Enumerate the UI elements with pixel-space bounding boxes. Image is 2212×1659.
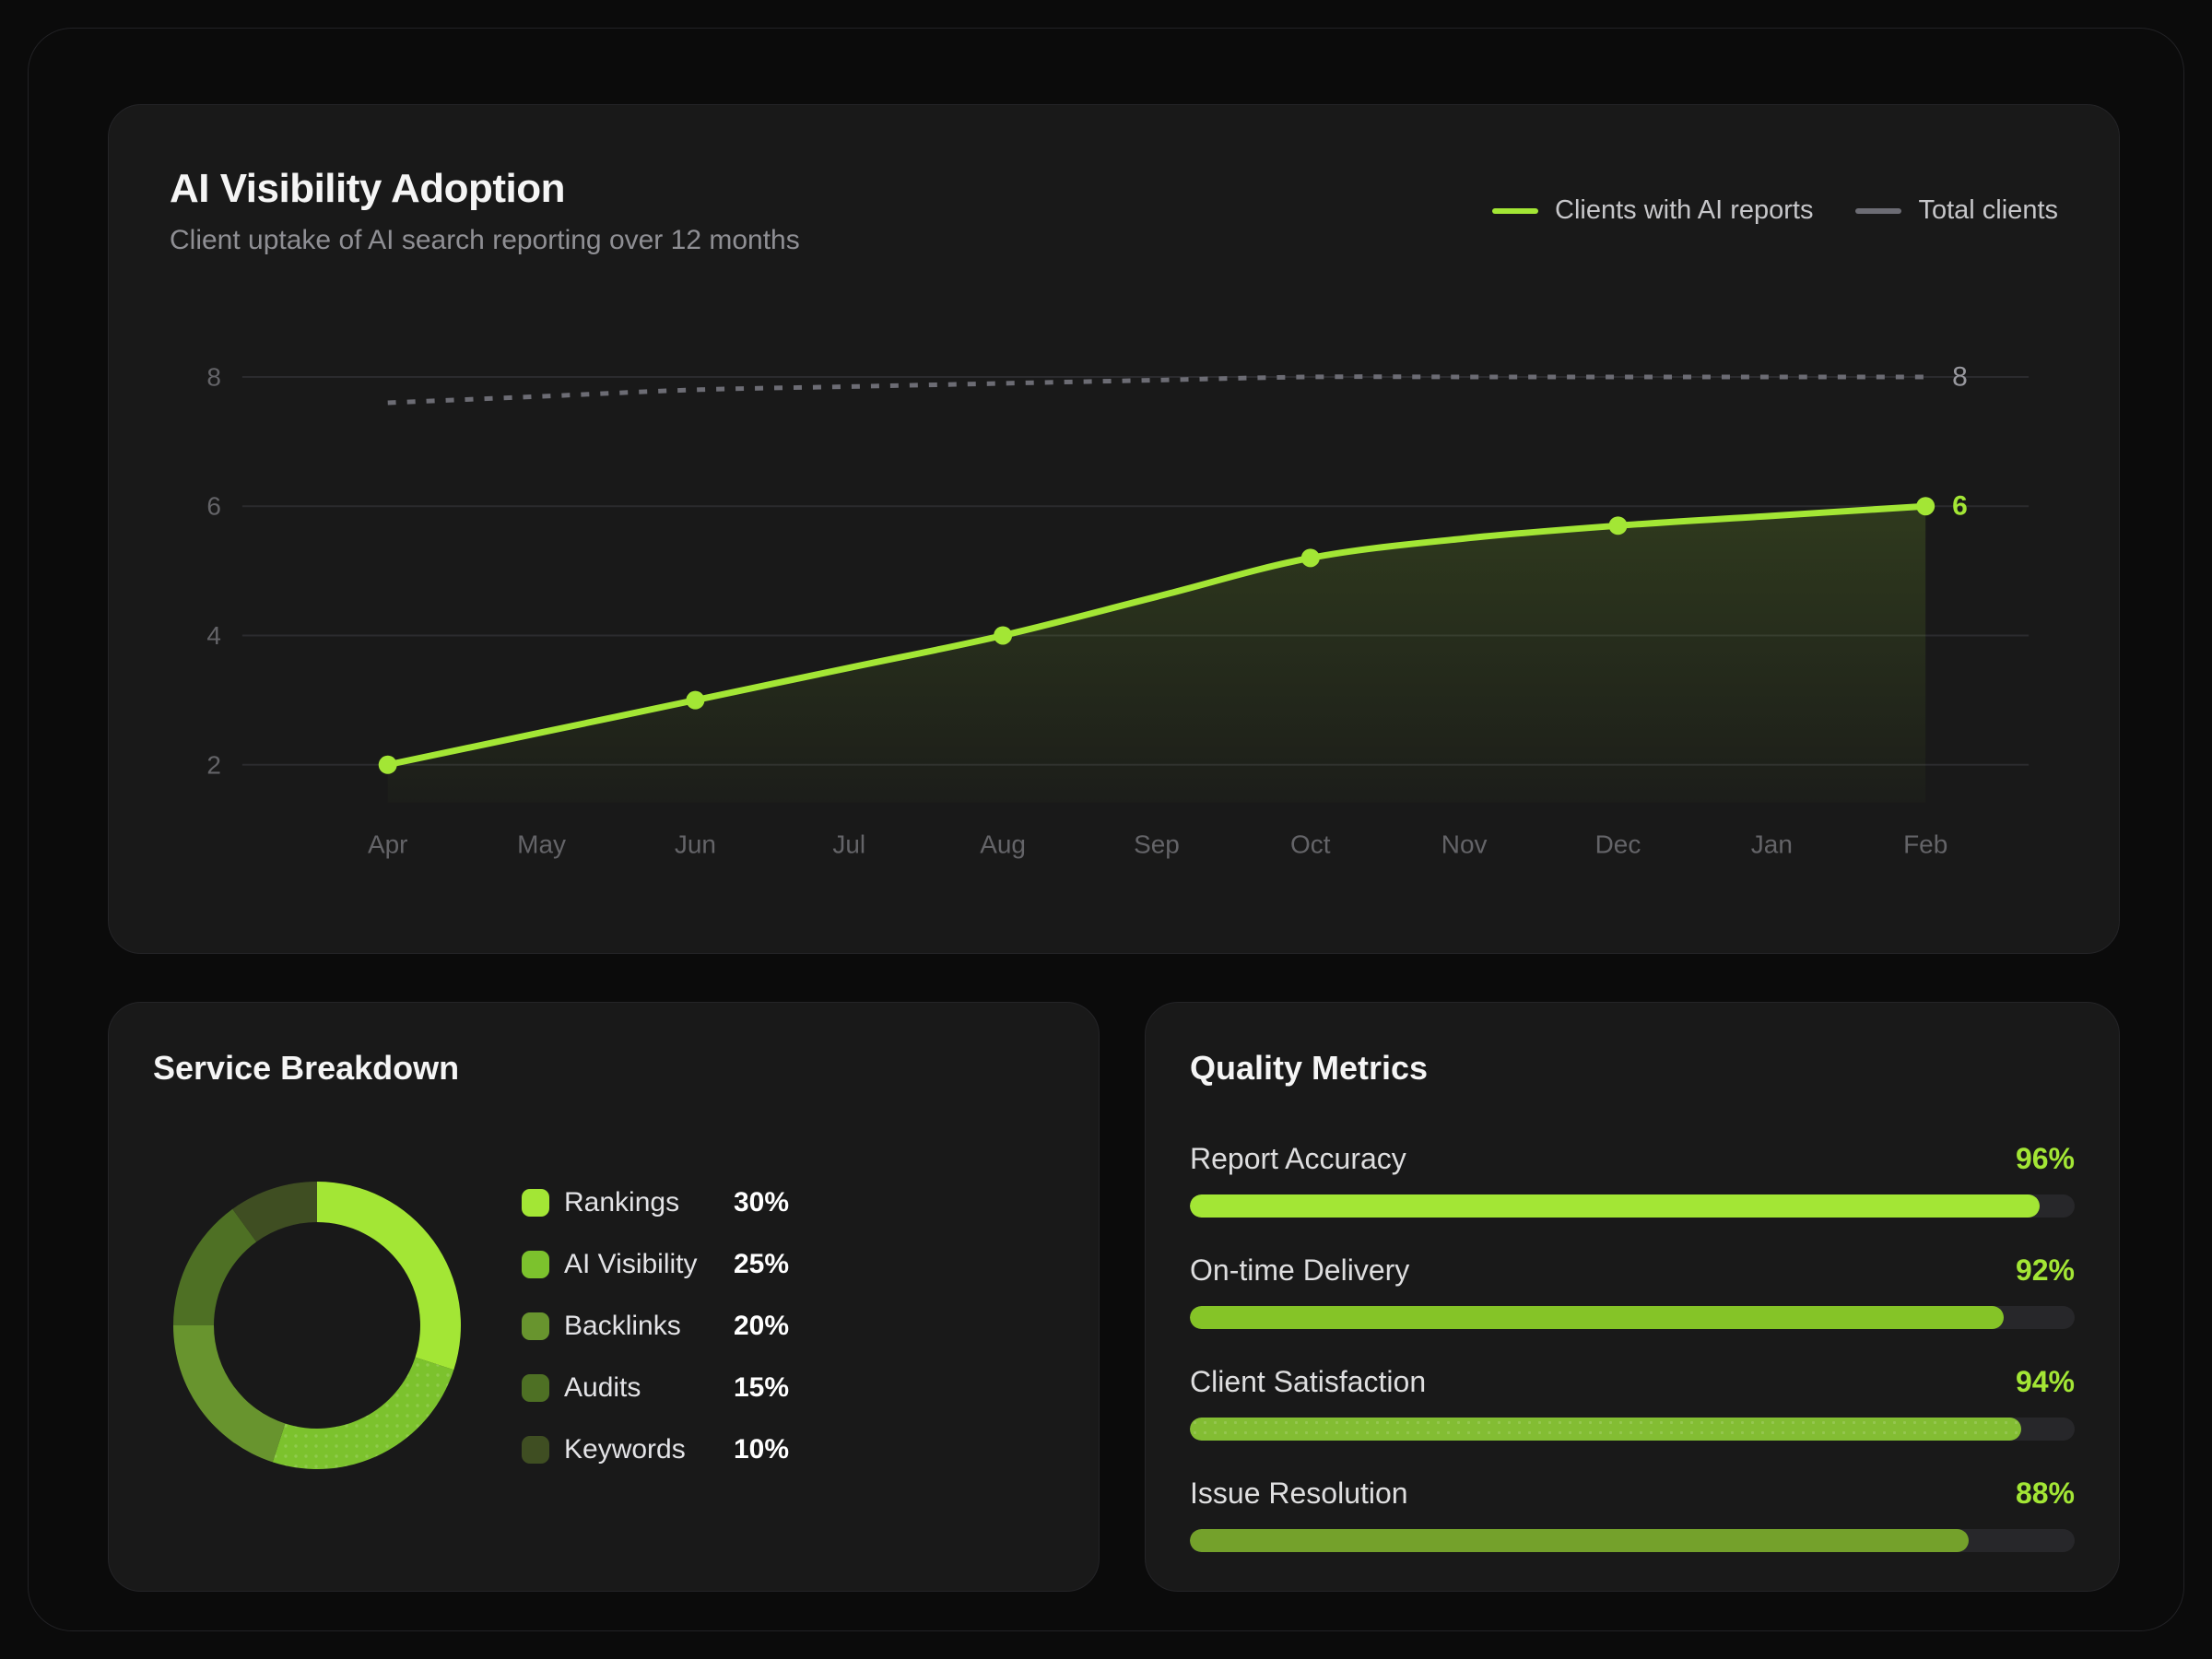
svg-text:Dec: Dec — [1595, 830, 1641, 859]
metric-row-on-time-delivery: On-time Delivery 92% — [1190, 1253, 2075, 1329]
adoption-chart-title: AI Visibility Adoption — [170, 166, 565, 211]
adoption-legend: Clients with AI reports Total clients — [1492, 195, 2058, 226]
svg-text:Aug: Aug — [980, 830, 1026, 859]
metric-head: Client Satisfaction 94% — [1190, 1364, 2075, 1399]
svg-text:Sep: Sep — [1134, 830, 1180, 859]
on-time-delivery-bar-fill — [1190, 1306, 2005, 1329]
adoption-line-chart: 2 4 6 8 Apr May Jun Jul Aug Sep Oct Nov Dec Jan Feb 8 6 — [206, 361, 2030, 859]
ai-visibility-swatch — [522, 1251, 549, 1278]
audits-percent: 15% — [733, 1372, 789, 1403]
ai-visibility-label: AI Visibility — [564, 1249, 698, 1279]
rankings-percent: 30% — [733, 1187, 789, 1218]
service-breakdown-card: Service Breakdown Rankings 30% AI Visibi… — [108, 1002, 1100, 1592]
legend-item-ai-visibility[interactable]: AI Visibility 25% — [522, 1249, 789, 1280]
adoption-chart-subtitle: Client uptake of AI search reporting ove… — [170, 225, 800, 255]
report-accuracy-label: Report Accuracy — [1190, 1142, 1406, 1175]
metric-head: Issue Resolution 88% — [1190, 1476, 2075, 1511]
backlinks-swatch — [522, 1312, 549, 1340]
on-time-delivery-value: 92% — [2015, 1253, 2075, 1287]
quality-metrics-list: Report Accuracy 96% On-time Delivery 92%… — [1146, 1003, 2119, 1552]
svg-text:Nov: Nov — [1441, 830, 1488, 859]
keywords-swatch — [522, 1436, 549, 1464]
client-satisfaction-bar-fill — [1190, 1418, 2022, 1441]
keywords-label: Keywords — [564, 1434, 686, 1465]
legend-item-keywords[interactable]: Keywords 10% — [522, 1434, 789, 1465]
rankings-label: Rankings — [564, 1187, 680, 1218]
backlinks-percent: 20% — [733, 1311, 789, 1341]
metric-row-report-accuracy: Report Accuracy 96% — [1190, 1141, 2075, 1218]
dashboard-frame — [28, 28, 2184, 1631]
report-accuracy-value: 96% — [2015, 1142, 2075, 1175]
issue-resolution-label: Issue Resolution — [1190, 1477, 1408, 1510]
svg-text:Feb: Feb — [1903, 830, 1947, 859]
svg-text:Oct: Oct — [1290, 830, 1331, 859]
keywords-percent: 10% — [733, 1434, 789, 1465]
svg-text:May: May — [517, 830, 566, 859]
metric-head: Report Accuracy 96% — [1190, 1141, 2075, 1176]
client-satisfaction-label: Client Satisfaction — [1190, 1365, 1427, 1398]
on-time-delivery-label: On-time Delivery — [1190, 1253, 1410, 1287]
legend-label-total-clients: Total clients — [1918, 195, 2058, 225]
svg-text:4: 4 — [206, 621, 221, 650]
adoption-chart-card: 2 4 6 8 Apr May Jun Jul Aug Sep Oct Nov Dec Jan Feb 8 6 … — [108, 104, 2120, 954]
quality-metrics-title: Quality Metrics — [1190, 1049, 1429, 1087]
service-breakdown-title: Service Breakdown — [153, 1049, 460, 1087]
adoption-card-head: AI Visibility Adoption Client uptake of … — [170, 166, 800, 256]
legend-item-clients-with-ai-reports[interactable]: Clients with AI reports — [1492, 195, 1813, 226]
total-clients-swatch — [1855, 207, 1902, 214]
metric-head: On-time Delivery 92% — [1190, 1253, 2075, 1288]
svg-text:Jan: Jan — [1751, 830, 1793, 859]
legend-item-backlinks[interactable]: Backlinks 20% — [522, 1311, 789, 1342]
report-accuracy-bar-track — [1190, 1194, 2075, 1218]
service-breakdown-legend: Rankings 30% AI Visibility 25% Backlinks… — [522, 1187, 789, 1465]
metric-row-client-satisfaction: Client Satisfaction 94% — [1190, 1364, 2075, 1441]
svg-text:Jul: Jul — [832, 830, 865, 859]
audits-label: Audits — [564, 1372, 641, 1403]
svg-text:6: 6 — [206, 492, 221, 521]
issue-resolution-bar-track — [1190, 1529, 2075, 1552]
svg-text:8: 8 — [206, 362, 221, 391]
client-satisfaction-bar-track — [1190, 1418, 2075, 1441]
audits-swatch — [522, 1374, 549, 1402]
backlinks-label: Backlinks — [564, 1311, 681, 1341]
quality-metrics-card: Quality Metrics Report Accuracy 96% On-t… — [1145, 1002, 2120, 1592]
issue-resolution-value: 88% — [2015, 1477, 2075, 1510]
svg-text:Apr: Apr — [368, 830, 408, 859]
on-time-delivery-bar-track — [1190, 1306, 2075, 1329]
rankings-swatch — [522, 1189, 549, 1217]
svg-text:6: 6 — [1952, 491, 1968, 522]
ai-visibility-percent: 25% — [733, 1249, 789, 1279]
svg-text:2: 2 — [206, 750, 221, 779]
client-satisfaction-value: 94% — [2015, 1365, 2075, 1398]
legend-label-clients-with-ai-reports: Clients with AI reports — [1555, 195, 1814, 225]
svg-text:Jun: Jun — [675, 830, 716, 859]
service-breakdown-donut-chart — [173, 1182, 461, 1469]
metric-row-issue-resolution: Issue Resolution 88% — [1190, 1476, 2075, 1552]
legend-item-audits[interactable]: Audits 15% — [522, 1372, 789, 1404]
legend-item-rankings[interactable]: Rankings 30% — [522, 1187, 789, 1218]
report-accuracy-bar-fill — [1190, 1194, 2040, 1218]
svg-text:8: 8 — [1952, 361, 1968, 392]
legend-item-total-clients[interactable]: Total clients — [1855, 195, 2058, 226]
issue-resolution-bar-fill — [1190, 1529, 1969, 1552]
clients-with-ai-reports-swatch — [1492, 207, 1539, 214]
